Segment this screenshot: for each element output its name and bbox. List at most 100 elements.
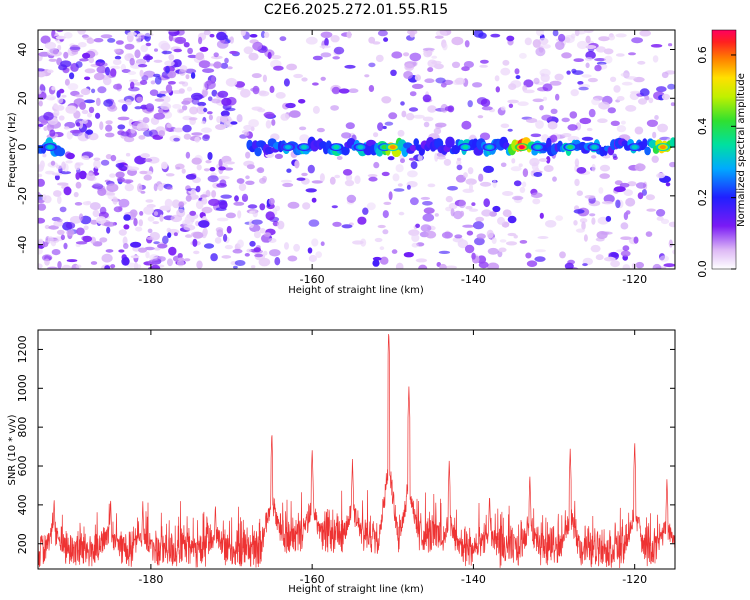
heatmap-speckle xyxy=(510,80,522,88)
heatmap-speckle xyxy=(539,105,544,111)
heatmap-speckle xyxy=(202,227,208,237)
heatmap-speckle xyxy=(336,156,343,160)
heatmap-speckle xyxy=(383,37,389,42)
heatmap-speckle xyxy=(463,172,468,179)
heatmap-speckle xyxy=(507,128,513,132)
heatmap-speckle xyxy=(373,132,379,138)
heatmap-speckle xyxy=(374,237,383,243)
heatmap-speckle xyxy=(198,60,211,69)
spectrogram-frame xyxy=(37,29,676,270)
heatmap-speckle xyxy=(620,236,632,240)
heatmap-speckle xyxy=(199,46,209,52)
heatmap-speckle xyxy=(598,187,604,194)
heatmap-speckle xyxy=(75,241,88,245)
heatmap-speckle xyxy=(398,211,405,216)
heatmap-speckle xyxy=(670,102,675,107)
heatmap-speckle xyxy=(221,255,232,259)
heatmap-speckle xyxy=(388,112,398,120)
heatmap-speckle xyxy=(202,89,208,97)
heatmap-speckle xyxy=(103,99,113,107)
heatmap-speckle xyxy=(569,111,578,119)
heatmap-speckle xyxy=(216,31,227,41)
heatmap-speckle xyxy=(265,120,272,129)
heatmap-speckle xyxy=(145,103,155,112)
band-cell xyxy=(642,138,648,148)
heatmap-speckle xyxy=(420,196,431,200)
heatmap-speckle xyxy=(603,48,614,55)
heatmap-speckle xyxy=(668,239,673,248)
heatmap-speckle xyxy=(217,90,229,98)
heatmap-speckle xyxy=(435,122,447,128)
heatmap-speckle xyxy=(139,211,144,216)
heatmap-speckle xyxy=(193,250,200,255)
heatmap-speckle xyxy=(113,206,123,213)
heatmap-speckle xyxy=(53,220,64,227)
heatmap-speckle xyxy=(368,85,375,92)
heatmap-speckle xyxy=(39,83,45,91)
band-hotspot xyxy=(357,145,364,150)
heatmap-speckle xyxy=(129,79,139,83)
heatmap-speckle xyxy=(189,210,197,216)
heatmap-speckle xyxy=(75,122,81,127)
heatmap-speckle xyxy=(590,244,601,253)
heatmap-speckle xyxy=(147,228,153,234)
heatmap-speckle xyxy=(165,65,170,74)
heatmap-speckle xyxy=(153,59,163,63)
heatmap-speckle xyxy=(479,132,491,141)
heatmap-speckle xyxy=(104,265,111,269)
heatmap-speckle xyxy=(573,58,584,62)
heatmap-speckle xyxy=(43,126,48,131)
heatmap-speckle xyxy=(140,80,148,85)
heatmap-speckle xyxy=(185,234,193,238)
heatmap-speckle xyxy=(127,31,137,37)
heatmap-speckle xyxy=(519,52,527,59)
heatmap-speckle xyxy=(332,56,341,60)
heatmap-speckle xyxy=(463,61,474,68)
heatmap-speckle xyxy=(480,59,489,64)
heatmap-speckle xyxy=(64,78,70,86)
heatmap-speckle xyxy=(397,129,405,137)
heatmap-speckle xyxy=(423,121,430,128)
heatmap-speckle xyxy=(99,237,108,243)
heatmap-speckle xyxy=(167,232,172,239)
heatmap-speckle xyxy=(41,194,47,201)
heatmap-speckle xyxy=(145,199,154,203)
heatmap-speckle xyxy=(41,241,49,248)
heatmap-speckle xyxy=(271,55,282,60)
heatmap-speckle xyxy=(110,154,117,162)
heatmap-speckle xyxy=(249,34,258,38)
heatmap-speckle xyxy=(630,90,641,94)
heatmap-speckle xyxy=(207,175,219,183)
snr-frame xyxy=(37,329,676,570)
heatmap-speckle xyxy=(422,94,432,103)
heatmap-speckle xyxy=(522,168,529,178)
heatmap-speckle xyxy=(140,44,148,53)
heatmap-speckle xyxy=(283,78,290,87)
heatmap-speckle xyxy=(99,121,104,131)
heatmap-speckle xyxy=(58,64,68,71)
heatmap-speckle xyxy=(395,164,404,173)
heatmap-speckle xyxy=(159,205,171,211)
heatmap-speckle xyxy=(190,189,196,197)
heatmap-speckle xyxy=(38,100,43,107)
heatmap-speckle xyxy=(605,215,612,222)
heatmap-speckle xyxy=(93,38,104,43)
heatmap-speckle xyxy=(526,260,538,268)
heatmap-speckle xyxy=(173,48,182,53)
heatmap-speckle xyxy=(280,179,292,183)
heatmap-speckle xyxy=(467,100,473,108)
heatmap-speckle xyxy=(252,42,263,51)
heatmap-speckle xyxy=(422,213,435,222)
heatmap-speckle xyxy=(216,217,229,222)
heatmap-speckle xyxy=(461,120,472,130)
heatmap-speckle xyxy=(613,186,626,193)
heatmap-speckle xyxy=(519,186,526,193)
heatmap-speckle xyxy=(69,72,75,80)
heatmap-speckle xyxy=(274,257,281,266)
heatmap-speckle xyxy=(105,120,113,125)
heatmap-speckle xyxy=(616,125,627,133)
heatmap-speckle xyxy=(451,36,464,46)
heatmap-speckle xyxy=(638,98,647,105)
heatmap-speckle xyxy=(660,218,670,225)
heatmap-speckle xyxy=(50,160,56,166)
